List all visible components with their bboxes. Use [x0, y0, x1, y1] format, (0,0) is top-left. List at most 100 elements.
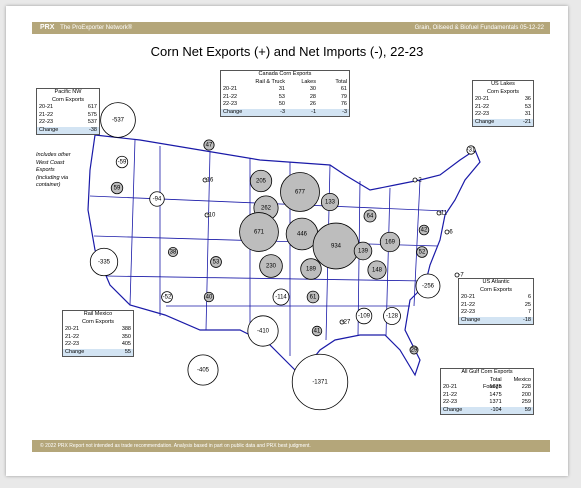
cell: Lakes — [301, 78, 316, 85]
cell: -3 — [342, 108, 347, 115]
cell: 405 — [121, 341, 131, 347]
cell: 76 — [340, 101, 347, 107]
change-row: Change -21 — [473, 118, 533, 126]
header-bar: PRX The ProExporter Network® Grain, Oils… — [32, 22, 550, 34]
cell: 20-21 — [461, 294, 476, 300]
bubble — [89, 247, 119, 277]
report-name: Grain, Oilseed & Biofuel Fundamentals 05… — [414, 25, 544, 31]
cell: 31 — [278, 86, 285, 92]
bubble-label: -335 — [98, 260, 111, 266]
table-title: US Lakes — [491, 81, 515, 87]
bubble-label: 42 — [421, 228, 428, 234]
cell: 22-23 — [443, 399, 458, 405]
bubble — [306, 290, 320, 304]
table-row: 22-23 405 — [63, 341, 133, 349]
table-row: 21-22 53 28 79 — [221, 94, 349, 102]
bubble — [383, 307, 401, 325]
table-row: 20-21 617 — [37, 104, 99, 112]
bubble — [203, 291, 215, 303]
bubble-label: 671 — [254, 230, 265, 236]
cell: 53 — [278, 93, 285, 100]
cell: 31 — [524, 111, 531, 117]
bubble — [100, 102, 136, 138]
note-line: Exports — [36, 167, 55, 173]
bubble-label: 205 — [256, 179, 267, 185]
table-title: All Gulf Corn Exports — [461, 369, 513, 375]
table-title: Canada Corn Exports — [258, 71, 312, 77]
bubble-label: 189 — [306, 267, 317, 273]
cell: Change — [461, 316, 481, 323]
bubble — [363, 209, 377, 223]
table-row: 22-23 31 — [473, 111, 533, 119]
cell: 21-22 — [443, 391, 458, 398]
bubble-label: 169 — [385, 240, 396, 246]
table-row: 21-22 1475 200 — [441, 392, 533, 400]
cell: 30 — [309, 86, 316, 92]
bubble — [311, 325, 323, 337]
cell: -104 — [490, 406, 502, 413]
bubble — [167, 246, 179, 258]
bubble-label: -52 — [163, 295, 172, 301]
bubble — [239, 212, 279, 252]
note-line: (including via — [36, 174, 69, 181]
bubble — [454, 272, 460, 278]
bubble-label: 61 — [310, 295, 317, 301]
table-row: 20-21 6 — [459, 294, 533, 302]
table-subtitle: Corn Exports — [486, 88, 520, 95]
bubble-label: -10 — [207, 213, 216, 219]
bubble-label: 139 — [358, 249, 369, 255]
stat-table: Rail Mexico Corn Exports 20-21 388 21-22 350 2… — [62, 310, 134, 357]
bubble-label: -256 — [422, 284, 435, 290]
change-row: Change -38 — [37, 126, 99, 134]
bubble-label: 677 — [295, 190, 306, 196]
cell: 1371 — [489, 399, 502, 405]
table-title: Pacific NW — [54, 89, 82, 95]
stat-table: US Lakes Corn Exports 20-21 36 21-22 53 22-23 3… — [472, 80, 534, 127]
cell: 200 — [521, 391, 531, 398]
bubble — [409, 345, 419, 355]
change-row: Change -3 -1 -3 — [221, 108, 349, 116]
cell: -21 — [523, 118, 531, 125]
stat-table: Pacific NW Corn Exports 20-21 617 21-22 575 22… — [36, 88, 100, 135]
footer: © 2022 PRX Report not intended as trade … — [40, 443, 311, 449]
cell: 1475 — [489, 391, 502, 398]
cell: 53 — [524, 103, 531, 110]
bubble-label: -128 — [386, 314, 399, 320]
cell: -18 — [523, 316, 531, 323]
bubble — [466, 145, 476, 155]
cell: 21-22 — [475, 103, 490, 110]
cell: 21-22 — [39, 111, 54, 118]
cell: Change — [443, 406, 463, 413]
stat-table: US Atlantic Corn Exports 20-21 6 21-22 25 22-2… — [458, 278, 534, 325]
bubble-label: 52 — [419, 250, 426, 256]
bubble — [291, 353, 349, 411]
bubble — [444, 229, 450, 235]
table-row: 22-23 7 — [459, 309, 533, 317]
bubble — [203, 139, 215, 151]
bubble — [436, 210, 442, 216]
table-subtitle: Corn Exports — [51, 96, 85, 103]
bubble-label: 38 — [170, 250, 177, 256]
table-title: Rail Mexico — [83, 311, 113, 317]
bubble — [353, 241, 373, 261]
bubble-label: -537 — [112, 118, 125, 124]
cell: 20-21 — [65, 326, 80, 332]
bubble-label: 40 — [206, 295, 213, 301]
stat-table: All Gulf Corn Exports Total Foreign Mexico… — [440, 368, 534, 415]
bubble-label: 53 — [213, 260, 220, 266]
bubble-label: -59 — [118, 160, 127, 166]
bubble-label: 64 — [367, 214, 374, 220]
bubble-label: -109 — [358, 314, 371, 320]
bubble-label: -31 — [467, 148, 476, 154]
cell: 350 — [121, 333, 131, 340]
cell: 388 — [121, 326, 131, 332]
bubble-label: -16 — [205, 178, 214, 184]
bubble — [210, 256, 222, 268]
cell: Change — [475, 118, 495, 125]
bubble — [161, 291, 173, 303]
cell: 21-22 — [461, 301, 476, 308]
note-line: West Coast — [36, 159, 65, 166]
cell: 28 — [309, 93, 316, 100]
page: PRX The ProExporter Network® Grain, Oils… — [6, 6, 568, 476]
spacer — [443, 377, 472, 385]
